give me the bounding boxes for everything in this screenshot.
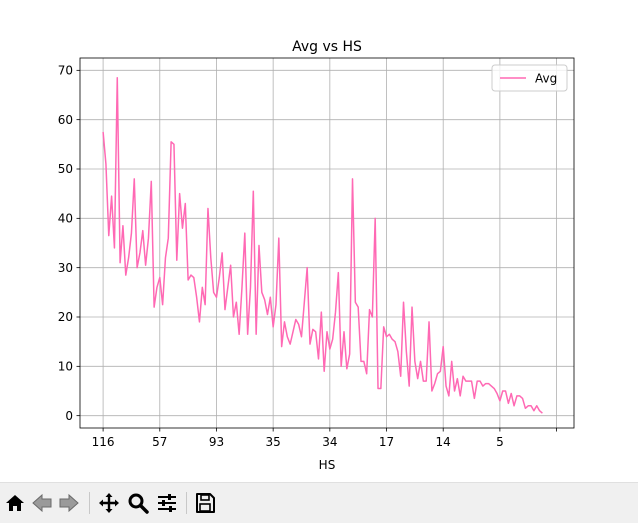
y-tick-label: 60 xyxy=(58,113,73,127)
legend-box xyxy=(491,64,568,92)
toolbar-separator xyxy=(89,492,90,514)
plot-area xyxy=(79,57,575,429)
forward-button[interactable] xyxy=(56,490,82,516)
legend-label: Avg xyxy=(535,72,557,86)
navigation-toolbar xyxy=(0,482,638,523)
series-layer xyxy=(102,76,543,414)
chart-title: Avg vs HS xyxy=(292,39,362,55)
y-axis: 0 10 20 30 40 50 60 70 xyxy=(58,64,80,423)
y-tick-label: 10 xyxy=(58,360,73,374)
series-line-avg xyxy=(102,76,543,414)
x-tick-label: 34 xyxy=(322,435,337,449)
configure-subplots-button[interactable] xyxy=(154,490,180,516)
legend: Avg xyxy=(491,64,568,92)
x-tick-label: 14 xyxy=(436,435,451,449)
back-button[interactable] xyxy=(29,490,55,516)
save-icon xyxy=(196,493,215,513)
home-icon xyxy=(6,495,24,511)
x-axis-label: HS xyxy=(319,458,336,472)
zoom-icon xyxy=(128,493,149,514)
y-tick-label: 0 xyxy=(65,409,73,423)
x-tick-label: 35 xyxy=(266,435,281,449)
y-tick-label: 50 xyxy=(58,162,73,176)
home-button[interactable] xyxy=(2,490,28,516)
x-axis: 116 57 93 35 34 17 14 5 xyxy=(92,428,557,449)
grid-lines xyxy=(80,58,574,428)
y-tick-label: 20 xyxy=(58,310,73,324)
forward-icon xyxy=(59,493,79,513)
y-tick-label: 40 xyxy=(58,212,73,226)
back-icon xyxy=(32,493,52,513)
x-tick-label: 57 xyxy=(152,435,167,449)
x-tick-label: 17 xyxy=(379,435,394,449)
x-tick-label: 93 xyxy=(209,435,224,449)
y-tick-label: 30 xyxy=(58,261,73,275)
toolbar-separator xyxy=(186,492,187,514)
zoom-button[interactable] xyxy=(125,490,151,516)
y-tick-label: 70 xyxy=(58,64,73,78)
x-tick-label: 116 xyxy=(92,435,115,449)
pan-icon xyxy=(99,493,119,513)
configure-subplots-icon xyxy=(158,494,176,512)
save-button[interactable] xyxy=(192,490,218,516)
x-tick-label: 5 xyxy=(496,435,504,449)
pan-button[interactable] xyxy=(96,490,122,516)
